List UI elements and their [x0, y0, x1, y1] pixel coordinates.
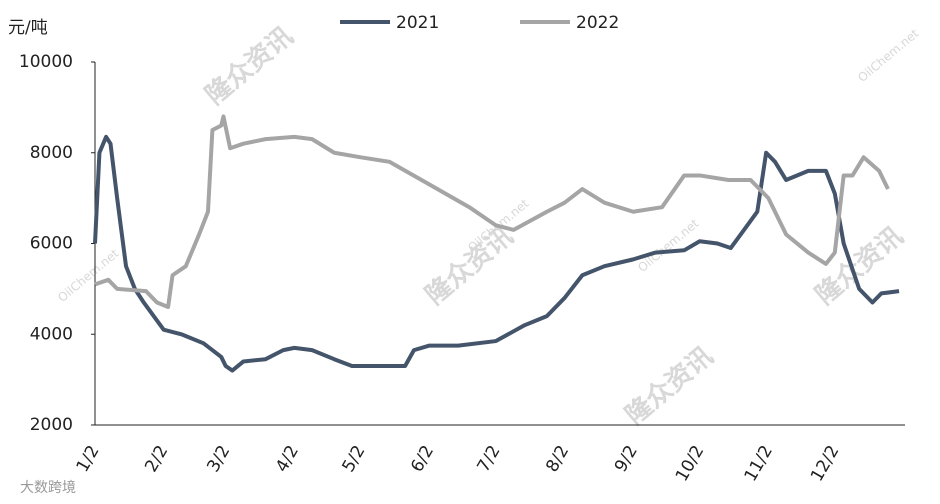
watermark: 大数跨境	[20, 480, 76, 496]
x-tick-label: 10/2	[672, 442, 708, 485]
legend-label: 2022	[576, 13, 619, 33]
y-tick-label: 8000	[30, 143, 73, 163]
x-tick-label: 2/2	[141, 442, 172, 476]
watermark: 隆众资讯	[620, 341, 719, 431]
x-tick-label: 8/2	[542, 442, 573, 476]
watermark: OilChem.net	[855, 26, 921, 85]
x-tick-label: 12/2	[807, 442, 843, 485]
y-tick-label: 6000	[30, 234, 73, 254]
y-tick-label: 10000	[19, 52, 73, 72]
x-tick-label: 4/2	[272, 442, 303, 476]
x-tick-label: 9/2	[611, 442, 642, 476]
x-tick-label: 5/2	[338, 442, 369, 476]
x-tick-label: 3/2	[203, 442, 234, 476]
y-tick-label: 2000	[30, 415, 73, 435]
x-tick-label: 6/2	[407, 442, 438, 476]
line-series	[93, 134, 900, 373]
watermark: 隆众资讯	[200, 21, 299, 111]
y-axis-label: 元/吨	[8, 18, 48, 38]
x-tick-label: 1/2	[73, 442, 104, 476]
watermark: 隆众资讯	[420, 221, 519, 311]
line-series	[94, 114, 890, 310]
watermark: 隆众资讯	[810, 221, 909, 311]
x-tick-label: 7/2	[474, 442, 505, 476]
legend-label: 2021	[396, 13, 439, 33]
x-tick-label: 11/2	[741, 442, 777, 485]
y-tick-label: 4000	[30, 324, 73, 344]
watermark: OilChem.net	[55, 246, 121, 305]
